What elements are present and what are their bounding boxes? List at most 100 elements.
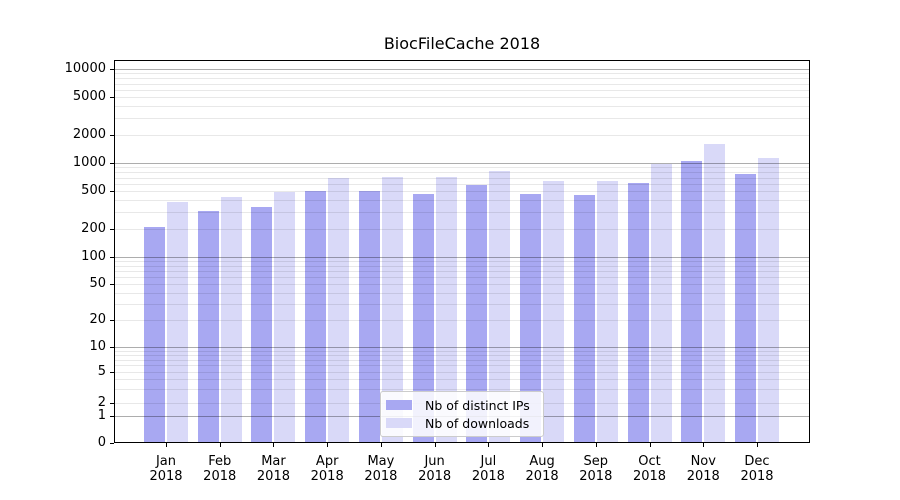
bar-downloads (489, 171, 511, 443)
bar-distinct-ips (144, 226, 165, 443)
bar-downloads (328, 177, 350, 443)
grid-line-minor (114, 292, 810, 294)
legend-row: Nb of distinct IPs (386, 398, 535, 413)
y-tick-label: 20 (89, 311, 106, 327)
x-tick-year: 2018 (632, 469, 667, 484)
legend-label: Nb of downloads (425, 415, 530, 431)
y-tick-mark (110, 402, 114, 404)
grid-line-minor (114, 365, 810, 367)
grid-line-minor (114, 372, 810, 373)
bar-distinct-ips (251, 207, 273, 443)
y-tick-label: 0 (97, 435, 106, 450)
y-tick-label: 50 (89, 276, 106, 292)
x-tick-month: Jan (155, 454, 177, 469)
grid-line-minor (114, 97, 810, 99)
bar-distinct-ips (197, 210, 219, 443)
y-tick-mark (110, 134, 114, 136)
y-tick-mark (110, 347, 114, 348)
x-tick-year: 2018 (579, 469, 613, 484)
legend-swatch-distinct-ips (386, 400, 412, 410)
grid-line-minor (114, 183, 810, 185)
y-tick-label: 5000 (72, 89, 106, 105)
bar-downloads (596, 180, 618, 443)
x-tick-month: Apr (315, 454, 339, 469)
y-tick-label: 100 (81, 249, 106, 264)
x-tick-mark (273, 443, 275, 447)
bar-distinct-ips (573, 195, 595, 443)
x-tick-mark (542, 443, 544, 447)
x-tick-mark (595, 443, 597, 447)
grid-line-minor (114, 167, 810, 169)
grid-line-minor (114, 212, 810, 214)
x-tick-year: 2018 (256, 469, 290, 484)
bar-distinct-ips (358, 190, 380, 443)
grid-line-minor (114, 265, 810, 267)
grid-line-minor (114, 134, 810, 136)
y-tick-mark (110, 228, 114, 230)
bar-downloads (650, 164, 672, 443)
x-tick-month: Dec (744, 454, 770, 469)
y-tick-label: 1 (97, 407, 106, 423)
grid-line-minor (114, 270, 810, 272)
x-tick-label: Apr 2018 (297, 454, 357, 484)
legend-row: Nb of downloads (386, 415, 535, 431)
x-tick-month: Mar (261, 454, 286, 469)
y-tick-label: 1000 (72, 155, 106, 170)
x-tick-year: 2018 (525, 469, 559, 484)
plot-area-frame (114, 60, 810, 443)
x-tick-mark (327, 443, 329, 447)
y-tick-mark (110, 319, 114, 321)
legend-swatch-downloads (386, 418, 412, 428)
x-tick-label: Aug 2018 (512, 454, 572, 484)
grid-line-minor (114, 389, 810, 390)
x-tick-mark (434, 443, 436, 447)
grid-line-minor (114, 228, 810, 230)
x-tick-year: 2018 (418, 469, 452, 484)
grid-line-major (114, 257, 810, 258)
grid-line-minor (114, 261, 810, 263)
y-tick-mark (110, 191, 114, 193)
y-tick-label: 2000 (72, 126, 106, 142)
y-tick-mark (110, 69, 114, 70)
x-tick-label: Sep 2018 (566, 454, 626, 484)
y-tick-label: 500 (81, 183, 106, 199)
bar-distinct-ips (466, 184, 488, 443)
y-tick-label: 5 (97, 364, 106, 379)
legend: Nb of distinct IPs Nb of downloads (380, 391, 544, 437)
x-tick-label: Jan 2018 (136, 454, 196, 484)
y-tick-label: 200 (81, 220, 106, 236)
x-tick-label: Oct 2018 (620, 454, 680, 484)
x-tick-label: Feb 2018 (190, 454, 250, 484)
x-tick-mark (219, 443, 221, 447)
y-tick-mark (110, 284, 114, 286)
grid-line-minor (114, 73, 810, 75)
grid-line-minor (114, 359, 810, 361)
x-tick-label: May 2018 (351, 454, 411, 484)
bar-downloads (274, 191, 296, 443)
x-tick-year: 2018 (149, 469, 183, 484)
y-tick-label: 2 (97, 394, 106, 410)
x-tick-month: Aug (529, 454, 555, 469)
bar-downloads (167, 201, 188, 443)
bar-downloads (381, 177, 403, 443)
grid-line-minor (114, 276, 810, 278)
x-tick-mark (756, 443, 758, 447)
y-tick-mark (110, 163, 114, 164)
grid-line-minor (114, 284, 810, 286)
y-tick-mark (110, 415, 114, 417)
grid-line-minor (114, 319, 810, 321)
grid-line-major (114, 69, 810, 70)
chart-title: BiocFileCache 2018 (383, 34, 541, 53)
bar-downloads (704, 143, 726, 443)
grid-line-minor (114, 177, 810, 179)
grid-line-minor (114, 355, 810, 357)
y-tick-mark (110, 97, 114, 99)
x-tick-year: 2018 (310, 469, 344, 484)
bar-distinct-ips (520, 194, 542, 443)
grid-line-minor (114, 350, 810, 352)
x-tick-month: May (367, 454, 395, 469)
x-tick-month: Nov (690, 454, 716, 469)
grid-line-minor (114, 83, 810, 85)
grid-line-minor (114, 191, 810, 193)
